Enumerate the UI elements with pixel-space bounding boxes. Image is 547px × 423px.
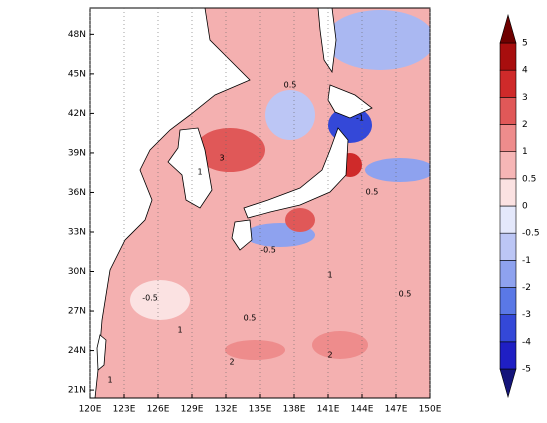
colorbar-label: 1 (522, 147, 528, 157)
y-tick-label: 48N (68, 30, 86, 40)
colorbar-segment (499, 124, 517, 152)
contour-label: -1 (356, 114, 364, 123)
colorbar-extend (499, 368, 517, 399)
anomaly-region (312, 331, 368, 359)
y-tick-label: 45N (68, 69, 86, 79)
colorbar-label: -3 (522, 310, 531, 320)
x-tick-label: 120E (79, 405, 102, 415)
colorbar-segment (499, 97, 517, 125)
anomaly-region (325, 10, 430, 70)
contour-label: 1 (107, 376, 112, 385)
anomaly-region (265, 90, 315, 140)
x-tick-label: 132E (215, 405, 238, 415)
x-tick-label: 147E (385, 405, 408, 415)
anomaly-region (225, 340, 285, 360)
contour-label: 1 (327, 271, 332, 280)
colorbar-label: 4 (522, 66, 528, 76)
land-honshu (243, 127, 349, 219)
y-tick-label: 36N (68, 188, 86, 198)
contour-label: 2 (327, 351, 332, 360)
colorbar-label: -5 (522, 365, 531, 375)
colorbar-label: 5 (522, 39, 528, 49)
colorbar-segment (499, 69, 517, 98)
colorbar-label: 2 (522, 120, 528, 130)
colorbar-segment (499, 42, 517, 71)
land-korea (167, 127, 213, 209)
contour-label: 1 (197, 168, 202, 177)
land-kyushu (231, 219, 253, 251)
colorbar-segment (499, 178, 517, 207)
x-tick-label: 138E (283, 405, 306, 415)
contour-label: 0.5 (244, 314, 257, 323)
colorbar-segment (499, 205, 517, 234)
colorbar-label: 0.5 (522, 174, 536, 184)
anomaly-region (285, 208, 315, 232)
contour-label: 0.5 (399, 290, 412, 299)
land-taiwan (96, 334, 107, 371)
y-tick-label: 24N (68, 346, 86, 356)
x-tick-label: 126E (147, 405, 170, 415)
colorbar-label: 3 (522, 93, 528, 103)
colorbar-label: -4 (522, 337, 531, 347)
colorbar-segment (499, 260, 517, 288)
colorbar-segment (499, 232, 517, 261)
contour-label: 2 (229, 358, 234, 367)
x-tick-label: 129E (181, 405, 204, 415)
colorbar-segment (499, 314, 517, 343)
colorbar-segment (499, 151, 517, 180)
colorbar-segment (499, 287, 517, 315)
contour-label: -0.5 (142, 294, 158, 303)
contour-label: 1 (177, 326, 182, 335)
y-tick-label: 21N (68, 386, 86, 396)
x-tick-label: 135E (249, 405, 272, 415)
colorbar-label: -1 (522, 256, 531, 266)
anomaly-region (130, 280, 190, 320)
x-tick-label: 144E (351, 405, 374, 415)
x-tick-label: 141E (317, 405, 340, 415)
y-tick-label: 27N (68, 307, 86, 317)
land-sakhalin (317, 8, 337, 74)
contour-label: 3 (219, 154, 224, 163)
anomaly-region (365, 158, 430, 182)
y-tick-label: 33N (68, 227, 86, 237)
colorbar-label: 0 (522, 202, 528, 212)
x-tick-label: 150E (419, 405, 442, 415)
contour-label: 0.5 (366, 188, 379, 197)
colorbar-label: -2 (522, 283, 531, 293)
contour-label: -0.5 (260, 246, 276, 255)
y-tick-label: 30N (68, 267, 86, 277)
y-tick-label: 39N (68, 148, 86, 158)
contour-label: 0.5 (284, 81, 297, 90)
anomaly-region (195, 128, 265, 172)
colorbar-extend (499, 13, 517, 44)
colorbar-label: -0.5 (522, 229, 540, 239)
y-tick-label: 42N (68, 109, 86, 119)
x-tick-label: 123E (113, 405, 136, 415)
map-area (90, 8, 430, 398)
colorbar-segment (499, 341, 517, 370)
